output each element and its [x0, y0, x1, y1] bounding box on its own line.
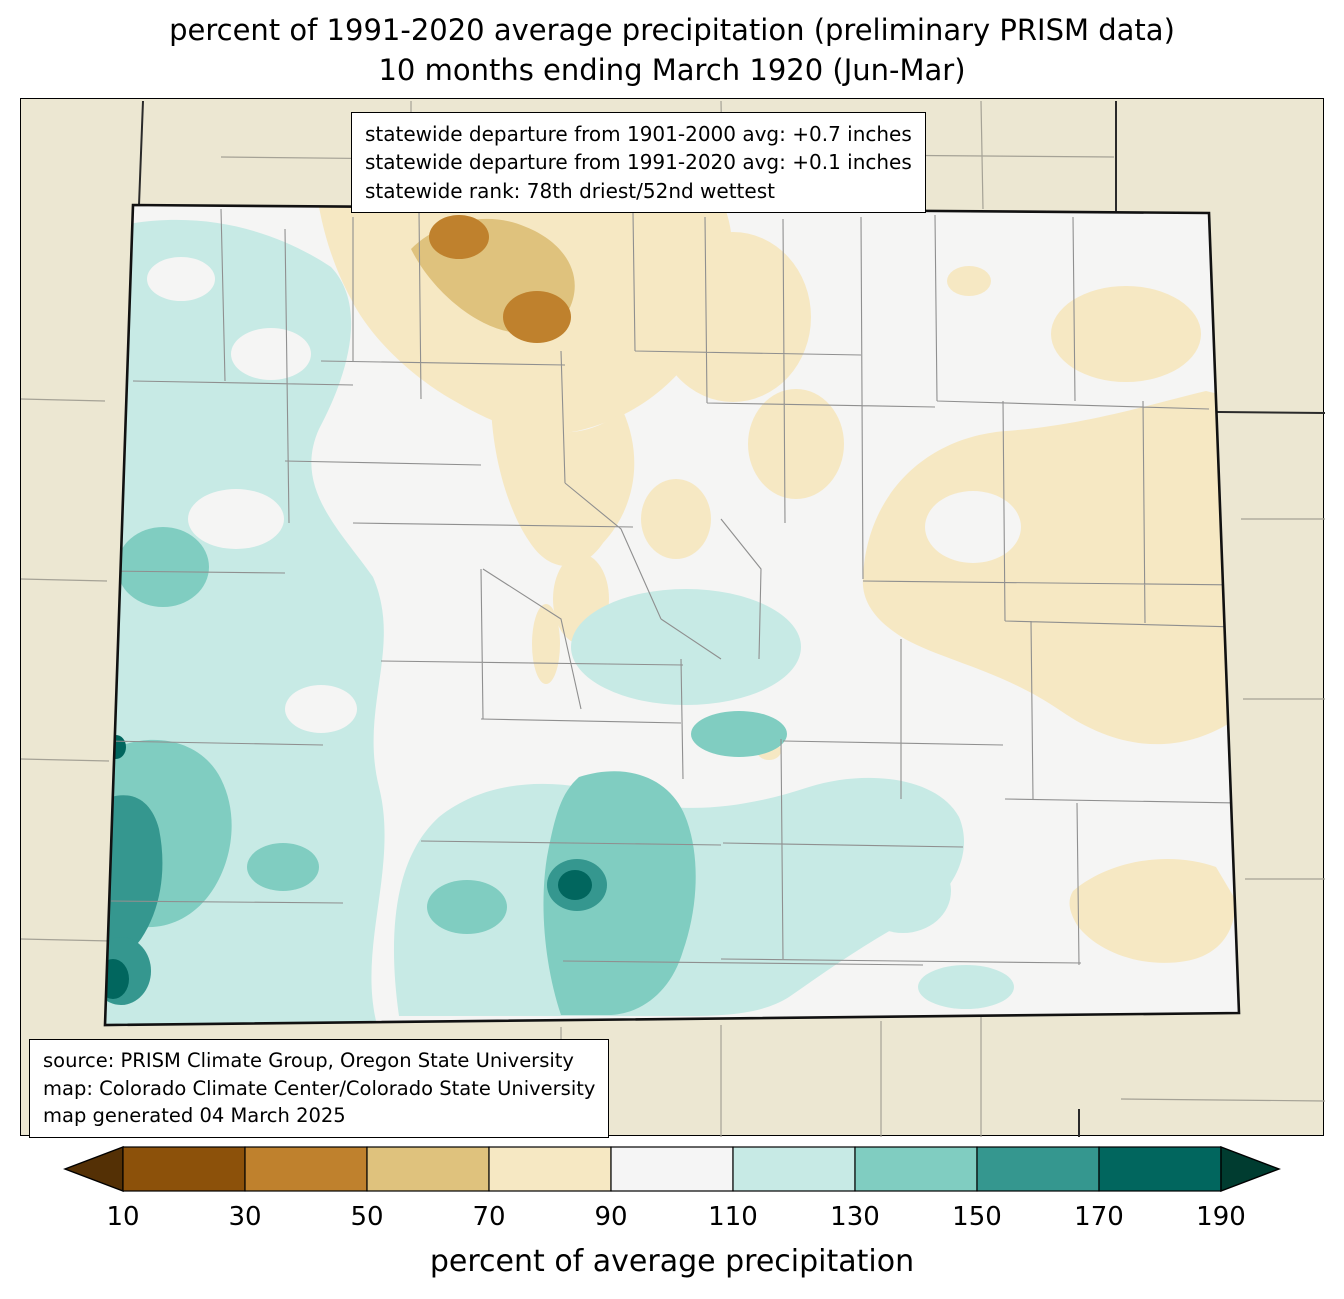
colorbar-tick-label: 50: [350, 1202, 384, 1232]
map-panel: statewide departure from 1901-2000 avg: …: [20, 98, 1325, 1139]
state-interior: [105, 205, 1239, 1025]
colorbar-axis-label: percent of average precipitation: [429, 1244, 915, 1279]
colorbar-area: 10 30 50 70 90 110 130 150 170 190 percent of ave…: [0, 1140, 1344, 1299]
figure-title-line1: percent of 1991-2020 average precipitati…: [169, 13, 1175, 47]
stats-line-3: statewide rank: 78th driest/52nd wettest: [365, 178, 775, 203]
colorbar-tick-label: 70: [472, 1202, 506, 1232]
colorbar-tick-label: 150: [952, 1202, 1002, 1232]
colorbar-tick-label: 110: [708, 1202, 758, 1232]
colorbar-ticks: 10 30 50 70 90 110 130 150 170 190: [0, 1202, 1344, 1236]
colorbar-segment: [1098, 1146, 1222, 1192]
source-line-2: map: Colorado Climate Center/Colorado St…: [43, 1076, 596, 1100]
colorbar-segment: [488, 1146, 612, 1192]
colorbar-segment: [122, 1146, 246, 1192]
colorbar-segment: [366, 1146, 490, 1192]
colorbar-tick-label: 90: [594, 1202, 628, 1232]
colorbar-arrow-left: [63, 1145, 124, 1193]
colorbar-tick-label: 170: [1074, 1202, 1124, 1232]
stats-box: statewide departure from 1901-2000 avg: …: [351, 112, 926, 214]
colorbar-segment: [854, 1146, 978, 1192]
colorbar-arrow-right: [1220, 1145, 1281, 1193]
colorbar-tick-label: 30: [228, 1202, 262, 1232]
source-line-1: source: PRISM Climate Group, Oregon Stat…: [43, 1049, 574, 1072]
source-box: source: PRISM Climate Group, Oregon Stat…: [29, 1039, 610, 1139]
colorbar-segment: [610, 1146, 734, 1192]
source-line-3: map generated 04 March 2025: [43, 1104, 346, 1128]
stats-line-2: statewide departure from 1991-2020 avg: …: [365, 150, 912, 175]
colorbar-segment: [244, 1146, 368, 1192]
colorbar-segment: [732, 1146, 856, 1192]
colorbar: [63, 1145, 1281, 1193]
colorbar-tick-label: 130: [830, 1202, 880, 1232]
colorado-map: [21, 100, 1325, 1137]
colorbar-tick-label: 190: [1196, 1202, 1246, 1232]
stats-line-1: statewide departure from 1901-2000 avg: …: [365, 122, 912, 146]
colorbar-segment: [976, 1146, 1100, 1192]
figure-title: percent of 1991-2020 average precipitati…: [0, 10, 1344, 90]
colorbar-tick-label: 10: [106, 1202, 140, 1232]
county-lines: [105, 208, 1239, 966]
figure-title-line2: 10 months ending March 1920 (Jun-Mar): [378, 53, 966, 88]
colorbar-svg: [63, 1145, 1281, 1193]
